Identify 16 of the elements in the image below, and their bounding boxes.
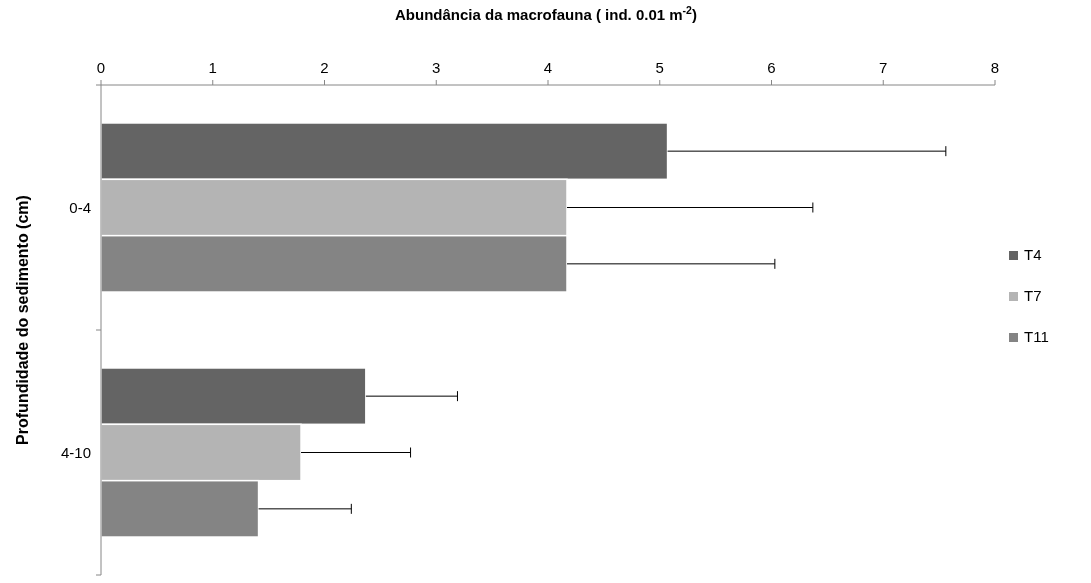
x-tick-label: 0 [96, 59, 106, 76]
x-tick-label: 2 [320, 59, 329, 76]
y-tick-label: 0-4 [69, 198, 91, 216]
x-tick-label: 1 [208, 59, 217, 76]
x-tick-label: 3 [432, 59, 441, 76]
legend-label: T7 [1024, 287, 1042, 304]
x-tick-label: 5 [655, 59, 664, 76]
legend-label: T4 [1024, 246, 1042, 263]
x-tick-label: 7 [879, 59, 888, 76]
y-tick-label: 4-10 [60, 443, 91, 461]
x-axis-title: Abundância da macrofauna ( ind. 0.01 m$^{-2}$) [395, 4, 697, 23]
x-tick-label: 6 [767, 59, 776, 76]
x-tick-label: 4 [543, 59, 553, 76]
y-axis-title: Profundidade do sedimento (cm) [14, 195, 31, 445]
x-tick-label: 8 [990, 59, 1000, 76]
legend-label: T11 [1024, 328, 1049, 345]
